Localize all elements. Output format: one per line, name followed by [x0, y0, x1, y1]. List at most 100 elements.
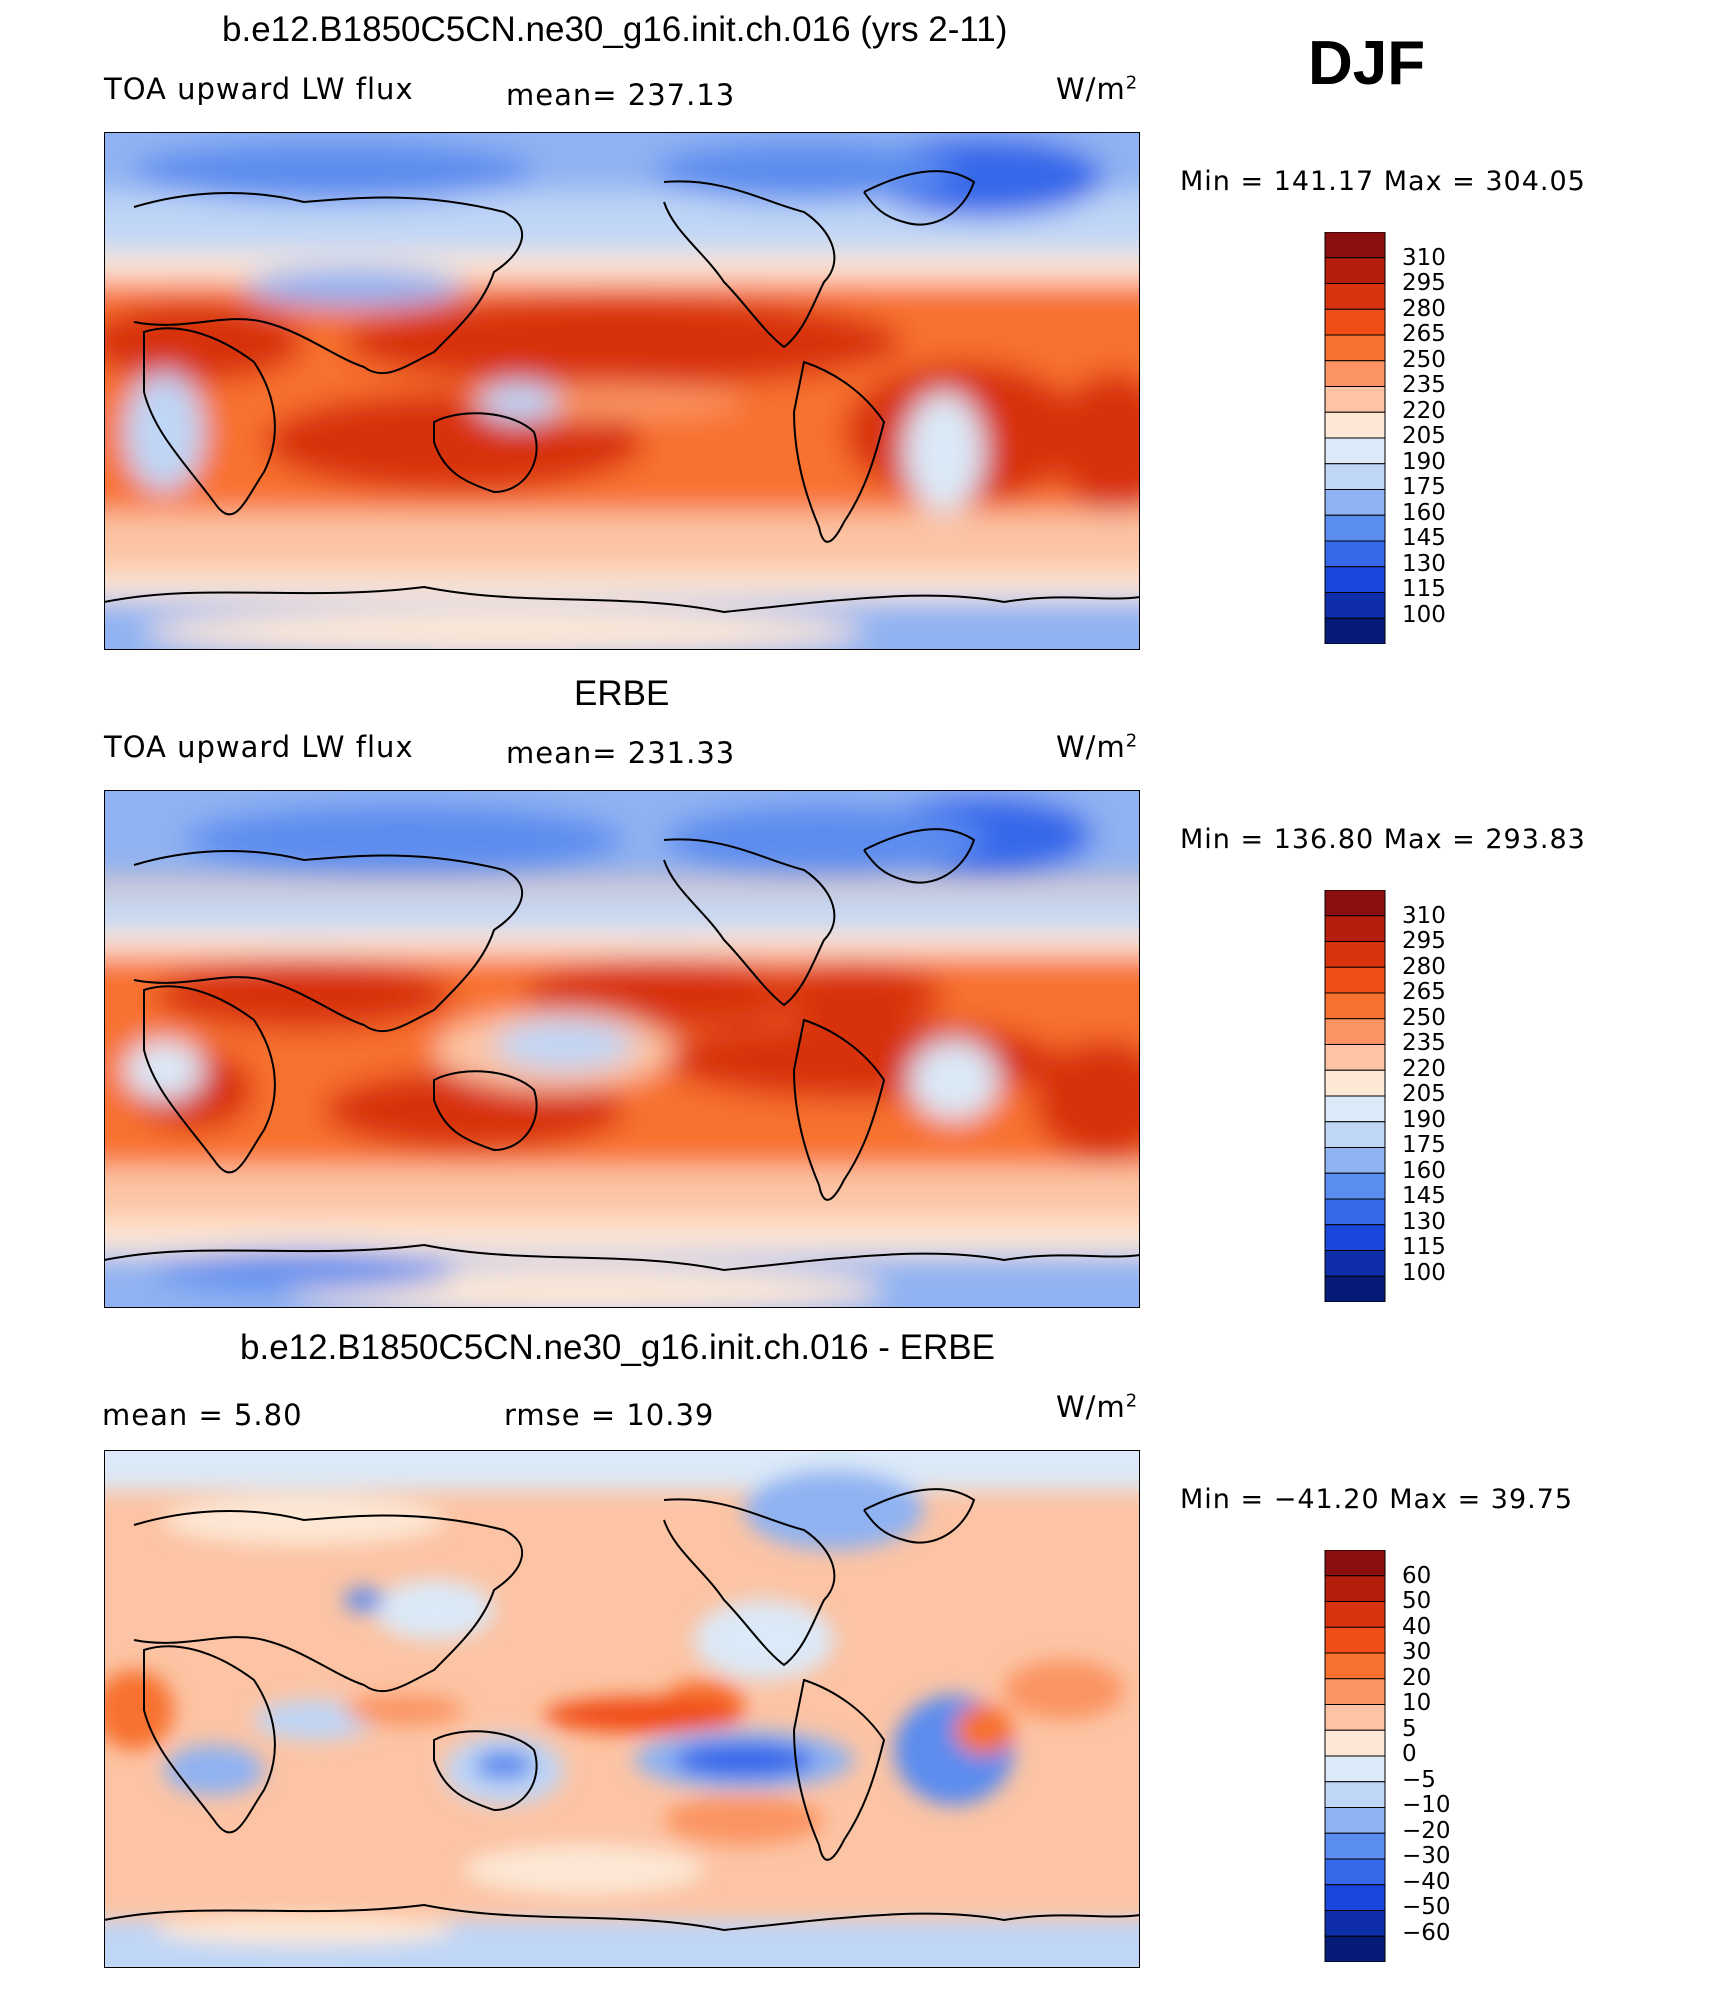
colorbar-swatch	[1324, 1147, 1386, 1174]
season-label: DJF	[1308, 29, 1426, 98]
colorbar-label: 50	[1402, 1588, 1432, 1614]
colorbar-swatch	[1324, 1095, 1386, 1123]
panel2-units: W/m2	[1056, 730, 1139, 764]
colorbar-swatch	[1324, 1832, 1386, 1860]
panel2-mean: mean= 231.33	[506, 736, 736, 770]
panel3-rmse: rmse = 10.39	[504, 1398, 715, 1432]
colorbar-swatch	[1324, 1678, 1386, 1705]
colorbar-label: −60	[1402, 1920, 1451, 1946]
colorbar-label: 10	[1402, 1690, 1432, 1716]
colorbar-swatch	[1324, 1704, 1386, 1731]
colorbar-label: −30	[1402, 1843, 1451, 1869]
colorbar-swatch	[1324, 1781, 1386, 1808]
colorbar-label: 220	[1402, 1056, 1446, 1082]
colorbar-label: 175	[1402, 1132, 1446, 1158]
colorbar-swatch	[1324, 1807, 1386, 1834]
colorbar-swatch	[1324, 1910, 1386, 1937]
colorbar-swatch	[1324, 283, 1386, 310]
colorbar-label: 190	[1402, 449, 1446, 475]
colorbar-label: 280	[1402, 954, 1446, 980]
colorbar-swatch	[1324, 463, 1386, 490]
panel2-variable: TOA upward LW flux	[104, 730, 414, 764]
colorbar-label: 145	[1402, 525, 1446, 551]
panel3-colorbar	[1324, 1550, 1386, 1962]
colorbar-label: 295	[1402, 928, 1446, 954]
colorbar-swatch	[1324, 1575, 1386, 1602]
panel3-minmax: Min = −41.20 Max = 39.75	[1180, 1484, 1574, 1515]
colorbar-swatch	[1324, 1626, 1386, 1654]
colorbar-swatch	[1324, 966, 1386, 994]
panel1-map	[104, 132, 1140, 650]
colorbar-label: 235	[1402, 372, 1446, 398]
colorbar-swatch	[1324, 1018, 1386, 1045]
colorbar-swatch	[1324, 334, 1386, 362]
panel2-title: ERBE	[574, 674, 670, 713]
colorbar-swatch	[1324, 1275, 1386, 1302]
colorbar-swatch	[1324, 411, 1386, 439]
colorbar-label: 190	[1402, 1107, 1446, 1133]
colorbar-label: 265	[1402, 321, 1446, 347]
colorbar-label: 160	[1402, 500, 1446, 526]
colorbar-swatch	[1324, 1652, 1386, 1680]
colorbar-label: −50	[1402, 1894, 1451, 1920]
colorbar-label: 310	[1402, 245, 1446, 271]
colorbar-swatch	[1324, 566, 1386, 593]
panel3-mean: mean = 5.80	[102, 1398, 303, 1432]
colorbar-label: 100	[1402, 602, 1446, 628]
colorbar-label: −20	[1402, 1818, 1451, 1844]
panel3-map	[104, 1450, 1140, 1968]
colorbar-swatch	[1324, 617, 1386, 644]
colorbar-swatch	[1324, 1729, 1386, 1757]
panel2-colorbar	[1324, 890, 1386, 1302]
colorbar-swatch	[1324, 437, 1386, 465]
colorbar-label: 145	[1402, 1183, 1446, 1209]
colorbar-swatch	[1324, 941, 1386, 968]
colorbar-swatch	[1324, 308, 1386, 336]
colorbar-label: −40	[1402, 1869, 1451, 1895]
colorbar-swatch	[1324, 992, 1386, 1020]
colorbar-label: 205	[1402, 423, 1446, 449]
colorbar-label: 20	[1402, 1665, 1432, 1691]
colorbar-swatch	[1324, 915, 1386, 942]
panel2-minmax: Min = 136.80 Max = 293.83	[1180, 824, 1586, 855]
colorbar-swatch	[1324, 1069, 1386, 1097]
colorbar-swatch	[1324, 1935, 1386, 1962]
colorbar-swatch	[1324, 540, 1386, 568]
colorbar-label: 5	[1402, 1716, 1417, 1742]
colorbar-swatch	[1324, 1121, 1386, 1148]
colorbar-swatch	[1324, 1250, 1386, 1277]
colorbar-label: 115	[1402, 576, 1446, 602]
panel1-colorbar	[1324, 232, 1386, 644]
colorbar-label: 60	[1402, 1563, 1432, 1589]
panel1-title: b.e12.B1850C5CN.ne30_g16.init.ch.016 (yr…	[222, 10, 1008, 49]
colorbar-label: −10	[1402, 1792, 1451, 1818]
panel1-mean: mean= 237.13	[506, 78, 736, 112]
colorbar-label: 280	[1402, 296, 1446, 322]
panel3-title: b.e12.B1850C5CN.ne30_g16.init.ch.016 - E…	[240, 1328, 995, 1367]
panel1-minmax: Min = 141.17 Max = 304.05	[1180, 166, 1586, 197]
colorbar-label: 30	[1402, 1639, 1432, 1665]
colorbar-label: 235	[1402, 1030, 1446, 1056]
colorbar-label: 220	[1402, 398, 1446, 424]
colorbar-label: 175	[1402, 474, 1446, 500]
colorbar-swatch	[1324, 386, 1386, 413]
colorbar-label: 250	[1402, 1005, 1446, 1031]
colorbar-swatch	[1324, 1884, 1386, 1911]
colorbar-label: 40	[1402, 1614, 1432, 1640]
colorbar-label: 130	[1402, 551, 1446, 577]
colorbar-swatch	[1324, 1198, 1386, 1226]
colorbar-label: 205	[1402, 1081, 1446, 1107]
colorbar-label: 295	[1402, 270, 1446, 296]
colorbar-swatch	[1324, 489, 1386, 516]
colorbar-swatch	[1324, 257, 1386, 284]
colorbar-label: 265	[1402, 979, 1446, 1005]
colorbar-label: 130	[1402, 1209, 1446, 1235]
colorbar-label: 100	[1402, 1260, 1446, 1286]
colorbar-swatch	[1324, 1858, 1386, 1886]
colorbar-label: 0	[1402, 1741, 1417, 1767]
colorbar-swatch	[1324, 1224, 1386, 1251]
colorbar-label: −5	[1402, 1767, 1436, 1793]
colorbar-label: 160	[1402, 1158, 1446, 1184]
colorbar-label: 250	[1402, 347, 1446, 373]
colorbar-swatch	[1324, 360, 1386, 387]
